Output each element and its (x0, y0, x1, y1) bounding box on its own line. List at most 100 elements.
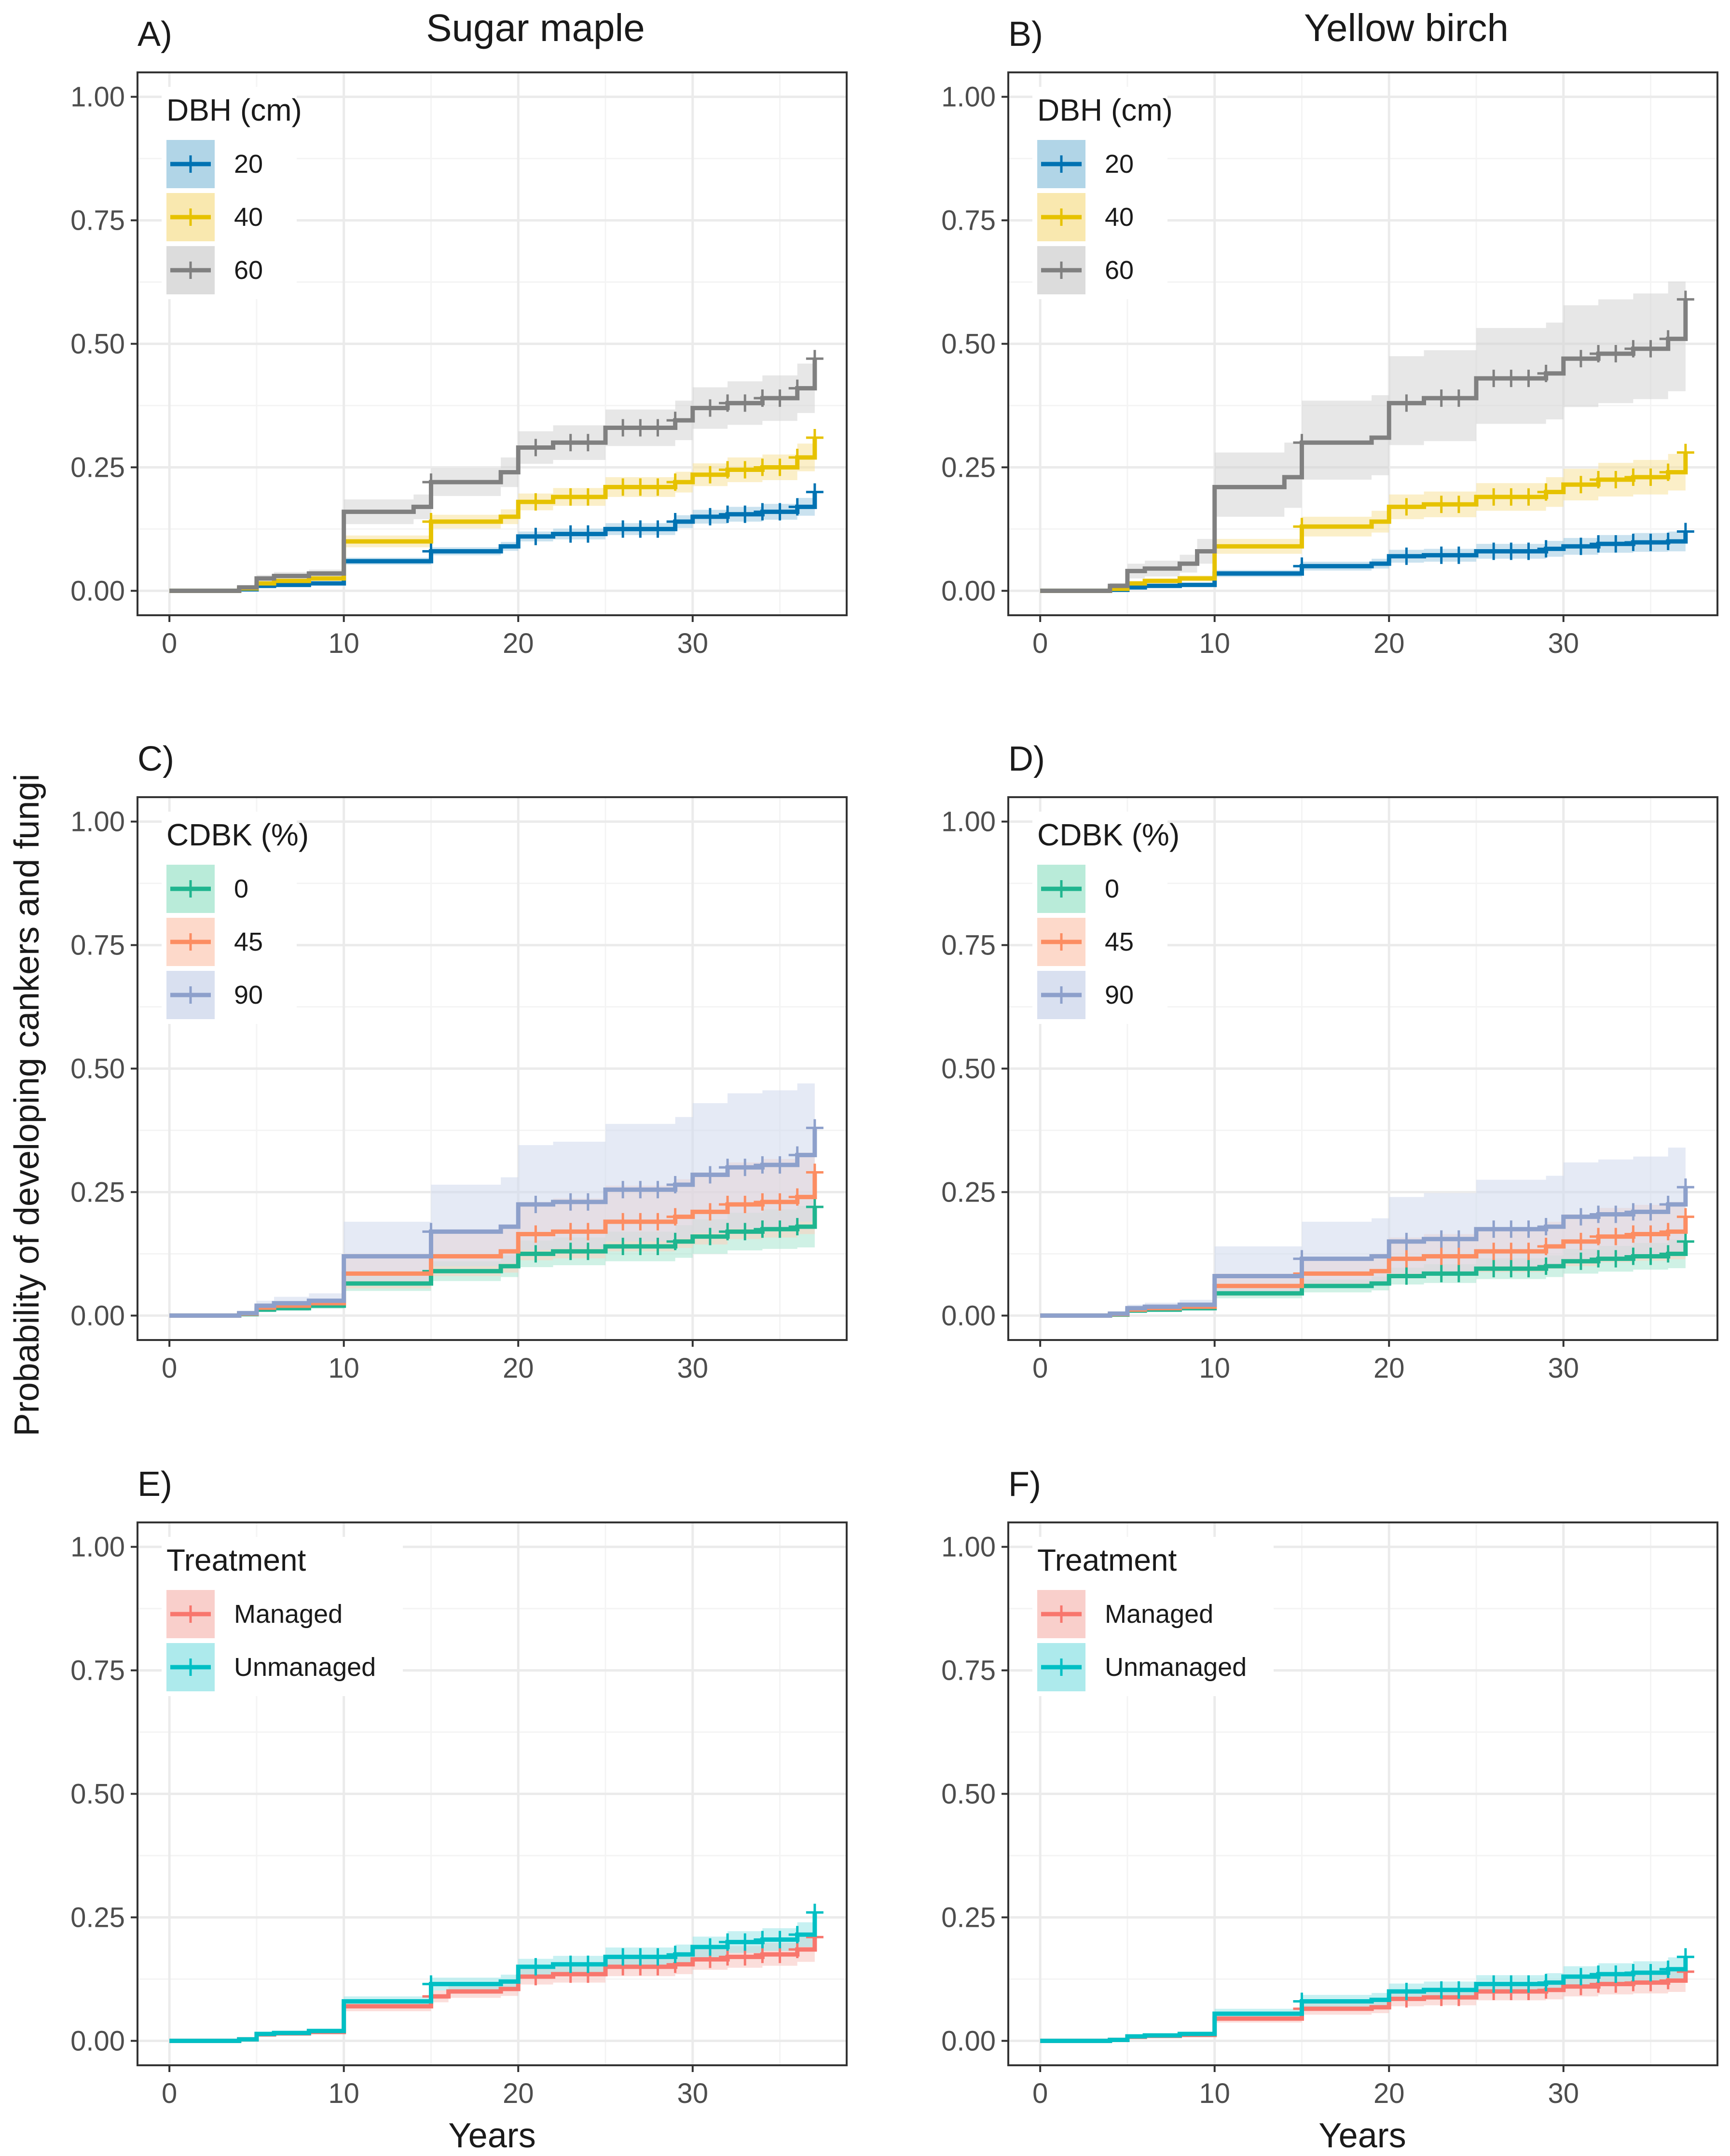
y-tick-label: 1.00 (941, 82, 996, 113)
x-axis-title-left: Years (448, 2116, 535, 2155)
censor-mark (632, 1181, 649, 1199)
censor-mark (649, 520, 667, 538)
legend-label: 40 (1105, 203, 1134, 232)
legend-key (1037, 246, 1085, 294)
y-tick-label: 0.75 (941, 930, 996, 961)
y-tick-label: 0.00 (70, 575, 125, 607)
censor-mark (614, 1948, 632, 1966)
x-tick-label: 20 (1373, 2078, 1405, 2109)
censor-mark (1642, 1247, 1660, 1265)
legend: CDBK (%) 0 45 90 (1032, 812, 1180, 1024)
censor-mark (649, 1238, 667, 1256)
censor-mark (1293, 1250, 1311, 1268)
censor-mark (806, 429, 824, 447)
censor-mark (736, 505, 754, 523)
censor-mark (1624, 1203, 1642, 1221)
x-tick-label: 10 (1199, 628, 1230, 659)
censor-mark (562, 1223, 579, 1241)
censor-mark (1659, 463, 1677, 481)
legend-key (1037, 865, 1085, 913)
chart-panel: 0.00 0.25 0.50 0.75 1.00 0 10 20 30 C) CDBK (%) 0 45… (70, 740, 848, 1384)
panels: 0.00 0.25 0.50 0.75 1.00 0 10 20 30 A) Sugar maple… (70, 6, 1718, 2109)
censor-mark (719, 1223, 737, 1241)
x-tick-label: 10 (328, 628, 359, 659)
censor-mark (527, 527, 545, 545)
censor-mark (666, 1176, 684, 1194)
censor-mark (1676, 1948, 1694, 1966)
legend-key (166, 193, 215, 241)
censor-mark (771, 389, 789, 407)
censor-mark (527, 1958, 545, 1976)
censor-mark (1590, 535, 1607, 553)
censor-mark (1607, 1250, 1625, 1268)
censor-mark (1432, 1265, 1450, 1283)
x-tick-label: 30 (1548, 2078, 1579, 2109)
y-tick-label: 0.75 (941, 205, 996, 236)
y-tick-label: 0.50 (70, 329, 125, 360)
censor-mark (1485, 1220, 1503, 1238)
censor-mark (614, 1213, 632, 1230)
confidence-band-90 (169, 1083, 815, 1316)
censor-mark (1398, 1250, 1415, 1268)
censor-mark (527, 493, 545, 511)
censor-mark (771, 1220, 789, 1238)
censor-mark (1520, 542, 1538, 560)
censor-mark (1520, 370, 1538, 387)
censor-mark (422, 473, 440, 491)
censor-mark (614, 419, 632, 437)
legend-title: Treatment (1037, 1543, 1177, 1577)
y-tick-label: 0.50 (941, 1053, 996, 1085)
censor-mark (754, 1931, 771, 1949)
censor-mark (701, 1228, 719, 1245)
y-tick-label: 0.25 (941, 1176, 996, 1208)
y-tick-label: 0.25 (70, 1176, 125, 1208)
legend-key (166, 1643, 215, 1691)
y-tick-label: 1.00 (941, 1532, 996, 1563)
legend-key (1037, 140, 1085, 188)
censor-mark (1659, 330, 1677, 348)
censor-mark (788, 1146, 806, 1164)
censor-mark (614, 1238, 632, 1256)
x-tick-label: 30 (1548, 628, 1579, 659)
censor-mark (1659, 1245, 1677, 1263)
censor-mark (719, 1948, 737, 1966)
censor-mark (1485, 1243, 1503, 1260)
y-tick-label: 0.25 (941, 1902, 996, 1933)
censor-mark (719, 394, 737, 412)
x-tick-label: 0 (162, 1353, 177, 1384)
x-tick-label: 20 (1373, 1353, 1405, 1384)
censor-mark (1520, 1220, 1538, 1238)
legend-label: 20 (234, 150, 263, 179)
censor-mark (806, 350, 824, 368)
x-tick-label: 0 (1032, 2078, 1048, 2109)
y-tick-label: 1.00 (70, 1532, 125, 1563)
censor-mark (614, 1181, 632, 1199)
censor-mark (771, 1156, 789, 1174)
censor-mark (1485, 542, 1503, 560)
censor-mark (1450, 496, 1468, 513)
legend-key (166, 140, 215, 188)
panel-label: D) (1008, 740, 1045, 778)
censor-mark (527, 1245, 545, 1263)
censor-mark (1659, 533, 1677, 550)
censor-mark (666, 412, 684, 429)
x-tick-label: 0 (162, 2078, 177, 2109)
censor-mark (422, 542, 440, 560)
censor-mark (1607, 345, 1625, 362)
censor-mark (806, 1198, 824, 1216)
y-tick-label: 0.00 (941, 575, 996, 607)
censor-mark (649, 1181, 667, 1199)
censor-mark (1432, 389, 1450, 407)
censor-mark (1502, 1260, 1520, 1278)
censor-mark (754, 389, 771, 407)
legend-key (166, 1590, 215, 1638)
censor-mark (562, 1243, 579, 1260)
legend-label: Managed (1105, 1600, 1213, 1629)
panel-label: B) (1008, 15, 1043, 54)
censor-mark (1485, 370, 1503, 387)
censor-mark (562, 1955, 579, 1973)
censor-mark (1642, 534, 1660, 552)
chart-panel: 0.00 0.25 0.50 0.75 1.00 0 10 20 30 F) Treatment Ma… (941, 1465, 1718, 2109)
y-tick-label: 0.75 (70, 930, 125, 961)
censor-mark (701, 1166, 719, 1184)
